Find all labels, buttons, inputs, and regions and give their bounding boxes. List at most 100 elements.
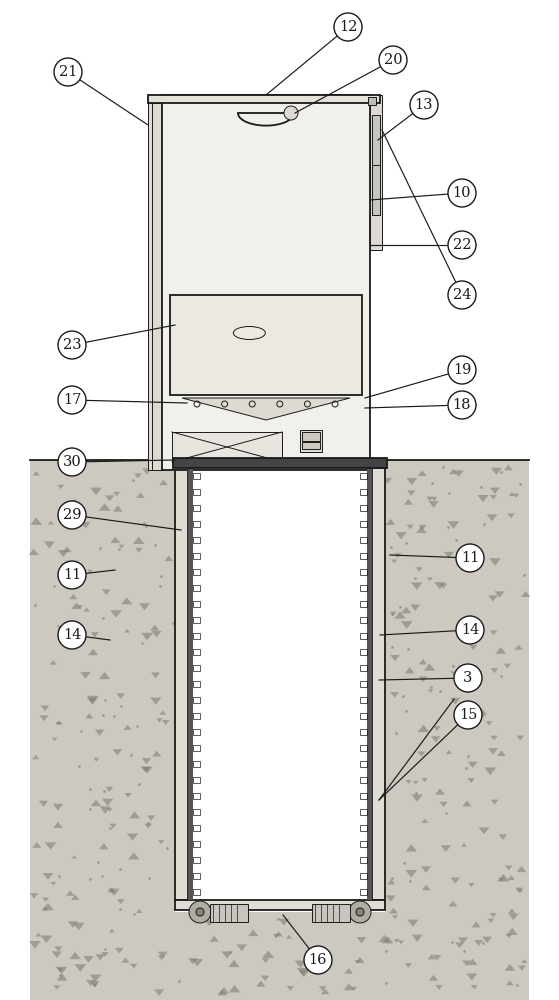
Polygon shape (124, 629, 130, 633)
Polygon shape (63, 546, 72, 552)
Polygon shape (490, 495, 497, 500)
Polygon shape (494, 591, 505, 598)
Bar (360, 617, 367, 623)
Polygon shape (50, 660, 57, 665)
Polygon shape (56, 720, 62, 724)
Polygon shape (115, 948, 124, 954)
Bar (360, 713, 367, 719)
Polygon shape (44, 541, 55, 548)
Bar (193, 825, 200, 831)
Bar (173, 458, 387, 468)
Polygon shape (35, 933, 42, 937)
Polygon shape (449, 469, 458, 474)
Bar (360, 857, 367, 863)
Polygon shape (321, 989, 329, 994)
Bar (172, 432, 282, 462)
Bar (360, 569, 367, 575)
Polygon shape (51, 951, 62, 958)
Bar (193, 745, 200, 751)
Bar (372, 115, 380, 215)
Polygon shape (286, 935, 292, 939)
Polygon shape (48, 521, 54, 525)
Bar (193, 713, 200, 719)
Polygon shape (30, 517, 42, 525)
Polygon shape (421, 778, 428, 782)
Polygon shape (431, 736, 440, 742)
Polygon shape (102, 799, 113, 806)
Polygon shape (56, 967, 67, 974)
Polygon shape (405, 963, 412, 968)
Bar (170, 295, 362, 395)
Polygon shape (413, 781, 419, 784)
Polygon shape (136, 909, 143, 913)
Circle shape (58, 561, 86, 589)
Polygon shape (228, 960, 240, 967)
Polygon shape (378, 935, 390, 942)
Bar (148, 95, 380, 103)
Polygon shape (299, 970, 310, 977)
Polygon shape (39, 801, 48, 807)
Bar (360, 489, 367, 495)
Polygon shape (419, 676, 428, 682)
Bar (193, 697, 200, 703)
Polygon shape (69, 594, 78, 599)
Polygon shape (464, 690, 470, 694)
Polygon shape (433, 955, 442, 961)
Polygon shape (119, 545, 125, 549)
Circle shape (349, 901, 371, 923)
Polygon shape (248, 930, 258, 936)
Polygon shape (113, 505, 123, 512)
Bar (193, 793, 200, 799)
Polygon shape (468, 959, 477, 965)
Bar (302, 442, 320, 449)
Polygon shape (152, 751, 162, 757)
Polygon shape (484, 767, 496, 775)
Polygon shape (390, 692, 399, 698)
Bar (193, 777, 200, 783)
Polygon shape (105, 495, 115, 501)
Polygon shape (431, 497, 437, 501)
Polygon shape (77, 605, 83, 609)
Polygon shape (129, 811, 140, 818)
Polygon shape (107, 887, 116, 892)
Polygon shape (461, 843, 467, 847)
Polygon shape (427, 577, 433, 581)
Polygon shape (90, 488, 102, 495)
Polygon shape (394, 553, 401, 558)
Bar (193, 505, 200, 511)
Bar (193, 521, 200, 527)
Bar (193, 489, 200, 495)
Polygon shape (121, 597, 132, 604)
Polygon shape (389, 908, 398, 914)
Bar (193, 761, 200, 767)
Polygon shape (406, 844, 417, 851)
Polygon shape (51, 738, 58, 741)
Polygon shape (69, 952, 81, 959)
Text: 17: 17 (63, 393, 81, 407)
Polygon shape (418, 525, 427, 530)
Circle shape (196, 908, 204, 916)
Polygon shape (30, 893, 39, 899)
Polygon shape (87, 570, 93, 573)
Polygon shape (40, 935, 53, 943)
Polygon shape (451, 671, 462, 679)
Polygon shape (85, 713, 93, 718)
Polygon shape (421, 819, 428, 823)
Bar (193, 553, 200, 559)
Bar (193, 569, 200, 575)
Polygon shape (477, 495, 489, 502)
Bar (193, 729, 200, 735)
Polygon shape (401, 621, 413, 629)
Polygon shape (53, 804, 63, 810)
Bar (302, 432, 320, 441)
Polygon shape (182, 398, 350, 420)
Bar (360, 681, 367, 687)
Circle shape (58, 501, 86, 529)
Text: 24: 24 (453, 288, 471, 302)
Polygon shape (158, 952, 168, 958)
Bar (148, 103, 162, 470)
Bar (360, 665, 367, 671)
Text: 19: 19 (453, 363, 471, 377)
Polygon shape (382, 936, 394, 943)
Polygon shape (158, 840, 164, 844)
